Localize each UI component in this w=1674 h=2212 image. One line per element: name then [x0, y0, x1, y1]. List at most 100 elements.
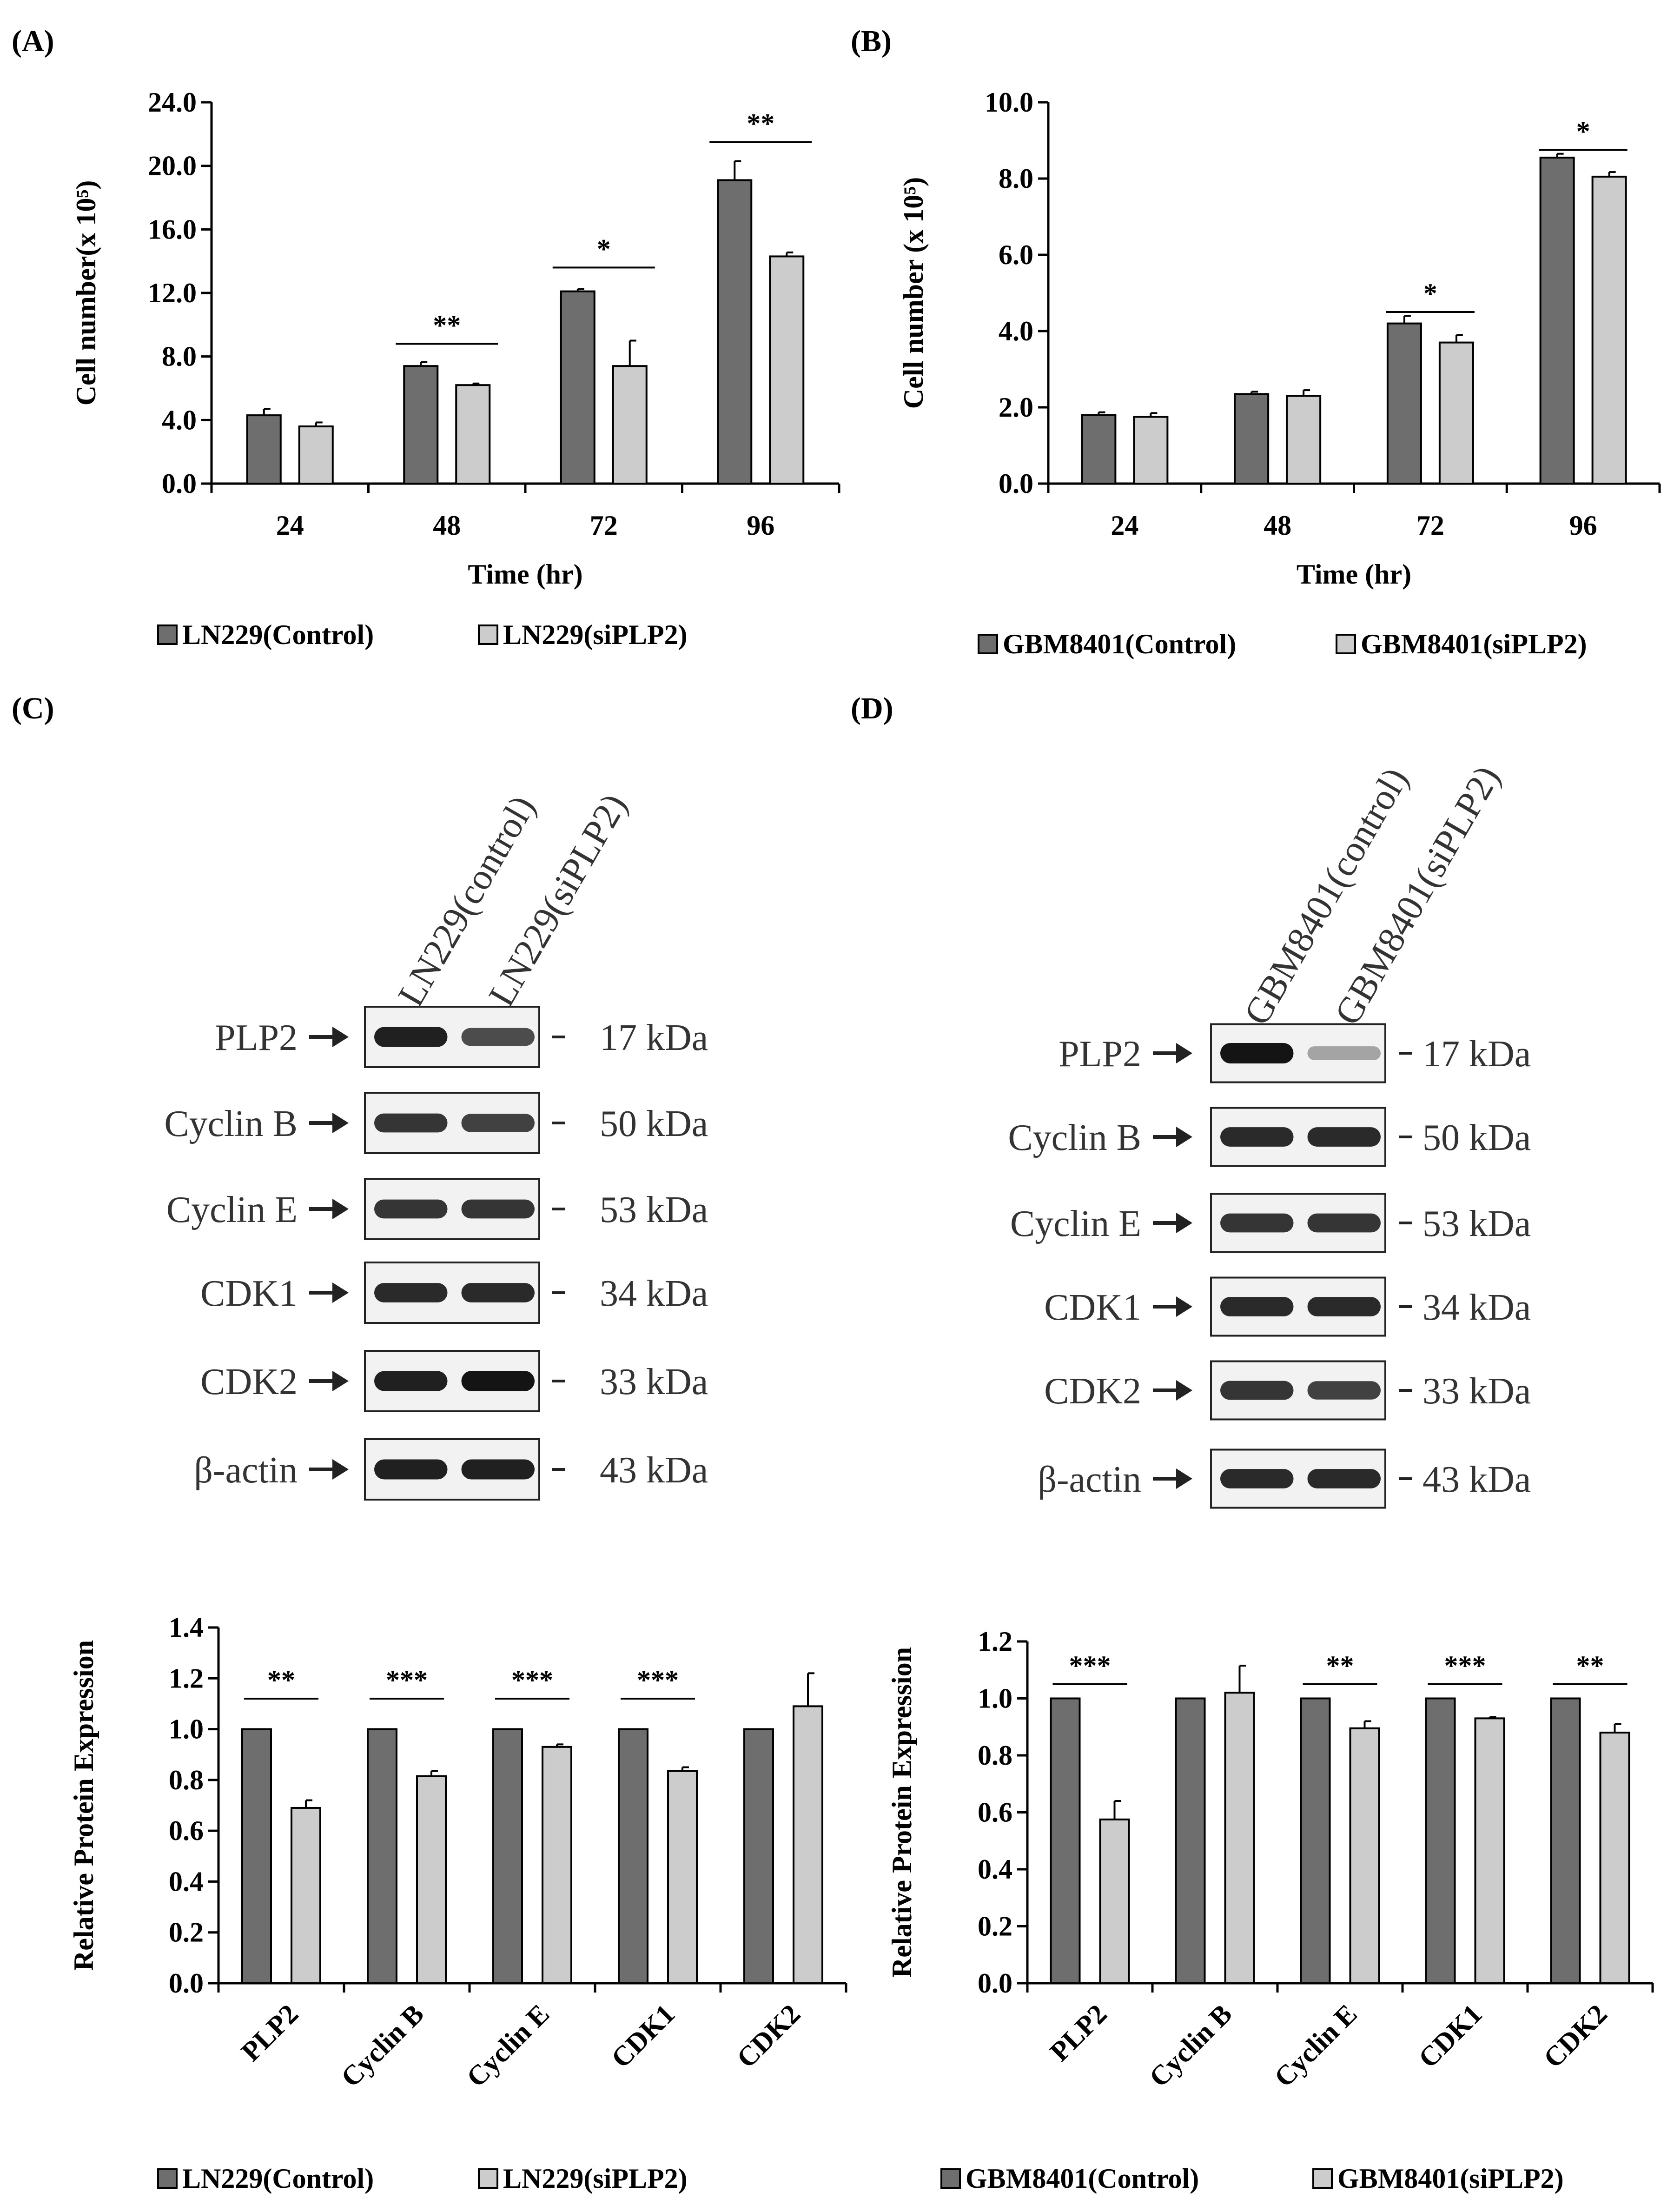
y-tick-label: 0.0 — [169, 1968, 204, 1999]
significance-mark: *** — [511, 1665, 553, 1695]
arrow-head-icon — [332, 1027, 349, 1047]
bar-d-s0-1 — [1175, 1697, 1206, 1984]
x-tick-label: 72 — [590, 510, 618, 541]
legend-label: LN229(siPLP2) — [503, 2163, 688, 2194]
x-tick-label: 96 — [747, 510, 774, 541]
bar-a-s0-2 — [560, 290, 595, 485]
bar-c-s1-4 — [793, 1705, 823, 1984]
blot-band — [1307, 1213, 1381, 1233]
bar-b-s0-0 — [1081, 414, 1117, 485]
kda-label: 17 kDa — [600, 1017, 708, 1058]
blot-band — [1307, 1297, 1381, 1316]
y-tick-label: 4.0 — [162, 405, 197, 435]
y-tick-label: 0.8 — [169, 1765, 204, 1795]
kda-label: 50 kDa — [600, 1103, 708, 1144]
kda-label: 33 kDa — [600, 1362, 708, 1402]
legend-label: LN229(siPLP2) — [503, 619, 688, 650]
y-axis-title: Relative Protein Expression — [68, 1640, 99, 1971]
panel-label-a: (A) — [12, 24, 54, 58]
significance-mark: * — [1423, 278, 1437, 309]
blot-band — [461, 1199, 535, 1219]
panel-label-b: (B) — [851, 24, 892, 58]
arrow-head-icon — [332, 1199, 349, 1219]
bar-c-s1-2 — [542, 1746, 572, 1985]
significance-mark: ** — [747, 108, 774, 139]
y-tick-label: 1.0 — [169, 1714, 204, 1745]
chart-a: 0.04.08.012.016.020.024.024 48 72 96*****Ti… — [71, 87, 840, 650]
kda-label: 34 kDa — [1423, 1287, 1531, 1328]
blot-band — [1220, 1297, 1294, 1316]
arrow-head-icon — [332, 1459, 349, 1480]
bar-a-s1-1 — [455, 384, 491, 485]
y-tick-label: 0.4 — [169, 1866, 204, 1897]
x-tick-label: CDK2 — [731, 1999, 806, 2074]
x-tick-label: PLP2 — [1044, 1999, 1113, 2067]
y-axis-title: Cell number (x 10⁵) — [898, 177, 929, 409]
bar-b-s1-2 — [1438, 341, 1474, 485]
western-blot-d: GBM8401(control)GBM8401(siPLP2) PLP2 17 kD… — [1008, 759, 1531, 1509]
y-tick-label: 0.2 — [169, 1917, 204, 1948]
y-tick-label: 2.0 — [999, 392, 1033, 423]
protein-label: Cyclin E — [1010, 1203, 1141, 1244]
kda-label: 43 kDa — [1423, 1459, 1531, 1500]
arrow-head-icon — [1176, 1213, 1192, 1233]
bar-a-s0-1 — [403, 365, 439, 485]
x-axis-title: Time (hr) — [468, 559, 582, 590]
blot-band — [1220, 1469, 1294, 1488]
significance-mark: * — [1576, 116, 1590, 147]
y-tick-label: 20.0 — [148, 151, 197, 181]
kda-label: 50 kDa — [1423, 1117, 1531, 1158]
legend-label: GBM8401(siPLP2) — [1361, 629, 1587, 659]
y-tick-label: 4.0 — [999, 316, 1033, 346]
y-tick-label: 0.6 — [978, 1797, 1012, 1828]
arrow-head-icon — [332, 1282, 349, 1303]
bar-d-s0-3 — [1425, 1697, 1456, 1984]
y-tick-label: 0.8 — [978, 1740, 1012, 1771]
blot-band — [461, 1371, 535, 1391]
significance-mark: * — [597, 233, 611, 264]
panel-label-c: (C) — [12, 691, 54, 725]
y-tick-label: 12.0 — [148, 278, 197, 308]
blot-band — [461, 1283, 535, 1302]
blot-band — [1220, 1213, 1294, 1233]
arrow-head-icon — [332, 1113, 349, 1133]
blot-band — [1307, 1127, 1381, 1147]
x-tick-label: 96 — [1569, 510, 1597, 541]
blot-band — [1307, 1469, 1381, 1488]
blot-band — [374, 1459, 448, 1480]
x-tick-label: 48 — [1264, 510, 1291, 541]
western-blot-c: LN229(control)LN229(siPLP2)PLP2 17 kDaCyc… — [164, 787, 708, 1501]
x-tick-label: Cyclin E — [461, 1999, 555, 2093]
lane-label: GBM8401(siPLP2) — [1327, 759, 1508, 1032]
legend-swatch — [978, 634, 998, 654]
bar-c-s0-2 — [492, 1728, 523, 1985]
y-tick-label: 0.2 — [978, 1911, 1012, 1942]
legend-swatch — [478, 2168, 498, 2189]
protein-label: PLP2 — [1059, 1034, 1141, 1075]
legend-swatch — [157, 624, 178, 645]
y-tick-label: 1.2 — [169, 1663, 204, 1694]
significance-mark: ** — [1576, 1650, 1604, 1681]
chart-c: 0.0 0.2 0.4 0.6 0.8 1.0 1.2 1.4 PLP2 Cyclin B Cycl… — [68, 1612, 847, 2194]
arrow-head-icon — [1176, 1043, 1192, 1063]
arrow-head-icon — [1176, 1127, 1192, 1147]
bar-d-s1-0 — [1099, 1818, 1130, 1984]
legend-label: GBM8401(siPLP2) — [1337, 2163, 1564, 2194]
x-tick-label: 24 — [1111, 510, 1138, 541]
kda-label: 43 kDa — [600, 1450, 708, 1491]
bar-b-s0-2 — [1386, 322, 1422, 485]
x-tick-label: Cyclin B — [335, 1999, 430, 2093]
bar-a-s1-2 — [612, 365, 648, 485]
blot-band — [1220, 1127, 1294, 1147]
protein-label: Cyclin B — [1008, 1117, 1141, 1158]
significance-mark: ** — [267, 1665, 295, 1695]
y-tick-label: 0.0 — [999, 468, 1033, 499]
blot-band — [374, 1283, 448, 1302]
protein-label: Cyclin B — [164, 1103, 298, 1144]
x-tick-label: Cyclin B — [1143, 1999, 1237, 2093]
blot-band — [1220, 1043, 1294, 1063]
chart-d: 0.0 0.2 0.4 0.6 0.8 1.0 1.2 PLP2 Cyclin B Cyclin … — [887, 1626, 1654, 2194]
significance-mark: *** — [1069, 1650, 1111, 1681]
bar-b-s0-3 — [1539, 156, 1575, 485]
